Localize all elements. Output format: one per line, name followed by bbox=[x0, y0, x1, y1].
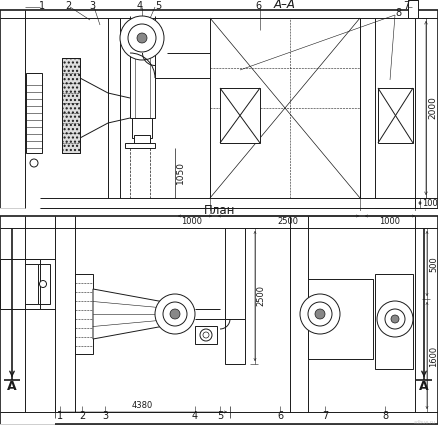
Bar bbox=[38, 264, 50, 304]
Text: 6: 6 bbox=[277, 411, 283, 421]
Text: 2500: 2500 bbox=[278, 216, 299, 225]
Text: 1: 1 bbox=[39, 1, 45, 11]
Text: 4: 4 bbox=[192, 411, 198, 421]
Text: План: План bbox=[204, 204, 236, 218]
Bar bbox=[0, 259, 40, 309]
Bar bbox=[62, 58, 80, 153]
Circle shape bbox=[30, 159, 38, 167]
Text: 1000: 1000 bbox=[379, 216, 400, 225]
Bar bbox=[225, 319, 245, 364]
Text: 1050: 1050 bbox=[176, 161, 184, 184]
Circle shape bbox=[385, 309, 405, 329]
Bar bbox=[378, 88, 413, 143]
Bar bbox=[75, 274, 93, 354]
Circle shape bbox=[137, 33, 147, 43]
Text: 500: 500 bbox=[430, 256, 438, 272]
Bar bbox=[132, 118, 152, 138]
Bar bbox=[415, 216, 438, 412]
Bar bbox=[26, 73, 42, 153]
Text: 1000: 1000 bbox=[181, 216, 202, 225]
Bar bbox=[290, 216, 308, 412]
Circle shape bbox=[377, 301, 413, 337]
Bar bbox=[130, 53, 155, 118]
Bar bbox=[108, 18, 120, 198]
Text: 100: 100 bbox=[422, 199, 438, 207]
Circle shape bbox=[120, 16, 164, 60]
Text: А: А bbox=[7, 380, 17, 392]
Circle shape bbox=[391, 315, 399, 323]
Bar bbox=[0, 0, 438, 208]
Bar bbox=[55, 412, 438, 424]
Bar bbox=[0, 216, 25, 412]
Bar bbox=[62, 58, 80, 153]
Text: 2: 2 bbox=[65, 1, 71, 11]
Text: 7: 7 bbox=[403, 1, 409, 11]
Polygon shape bbox=[93, 289, 175, 339]
Bar bbox=[0, 211, 438, 424]
Text: A–A: A–A bbox=[274, 0, 296, 11]
Text: 1: 1 bbox=[57, 411, 63, 421]
Text: adbue.ru: adbue.ru bbox=[414, 420, 436, 425]
Circle shape bbox=[308, 302, 332, 326]
Text: 4: 4 bbox=[137, 1, 143, 11]
Text: 5: 5 bbox=[155, 1, 161, 11]
Bar bbox=[220, 88, 260, 143]
Text: 3: 3 bbox=[102, 411, 108, 421]
Text: 7: 7 bbox=[322, 411, 328, 421]
Circle shape bbox=[39, 280, 46, 288]
Bar bbox=[375, 274, 413, 369]
Text: 1600: 1600 bbox=[430, 345, 438, 366]
Text: 5: 5 bbox=[217, 411, 223, 421]
Bar bbox=[38, 264, 50, 304]
Text: 8: 8 bbox=[395, 8, 401, 18]
Text: А: А bbox=[419, 380, 429, 392]
Text: 3: 3 bbox=[89, 1, 95, 11]
Bar bbox=[195, 326, 217, 344]
Bar bbox=[360, 18, 375, 198]
Circle shape bbox=[163, 302, 187, 326]
Circle shape bbox=[155, 294, 195, 334]
Circle shape bbox=[300, 294, 340, 334]
Circle shape bbox=[200, 329, 212, 341]
Bar bbox=[415, 10, 438, 208]
Bar bbox=[408, 0, 418, 18]
Text: 2000: 2000 bbox=[428, 97, 438, 119]
Bar bbox=[308, 279, 373, 359]
Bar bbox=[210, 18, 360, 198]
Circle shape bbox=[170, 309, 180, 319]
Bar bbox=[75, 274, 93, 354]
Bar bbox=[308, 279, 373, 359]
Bar bbox=[0, 412, 55, 424]
Bar bbox=[125, 143, 155, 148]
Bar bbox=[134, 135, 150, 143]
Bar bbox=[0, 216, 438, 228]
Text: 4380: 4380 bbox=[131, 401, 152, 411]
Bar bbox=[0, 10, 25, 208]
Text: 2: 2 bbox=[79, 411, 85, 421]
Text: 6: 6 bbox=[255, 1, 261, 11]
Text: 2500: 2500 bbox=[257, 285, 265, 306]
Text: 8: 8 bbox=[382, 411, 388, 421]
Bar bbox=[40, 198, 400, 208]
Bar bbox=[55, 216, 75, 412]
Circle shape bbox=[203, 332, 209, 338]
Circle shape bbox=[128, 24, 156, 52]
Bar bbox=[0, 8, 438, 18]
Circle shape bbox=[315, 309, 325, 319]
